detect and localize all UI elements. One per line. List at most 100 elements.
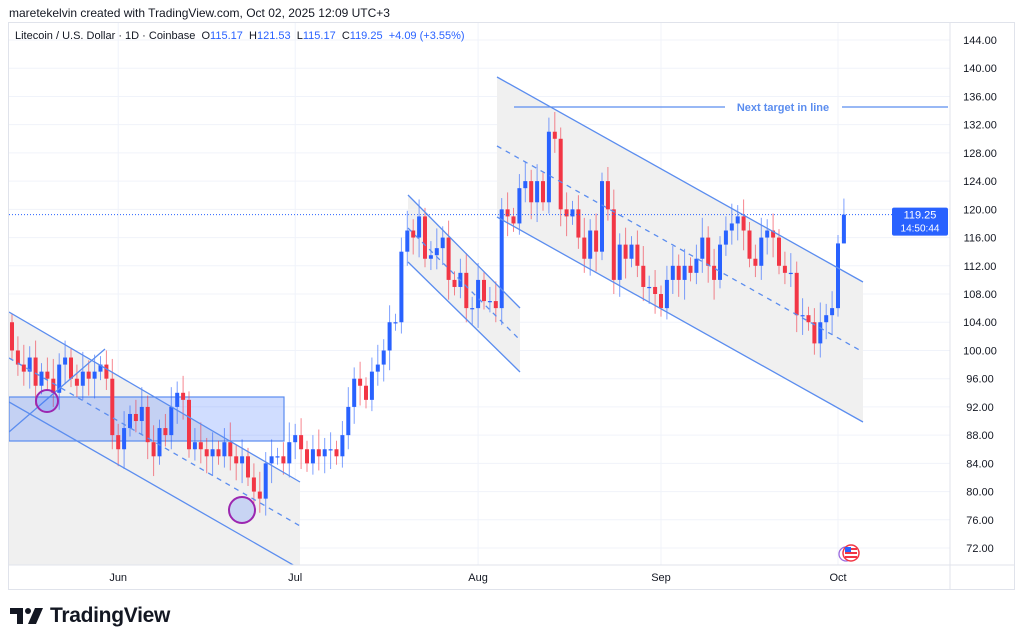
candle-up — [157, 428, 162, 457]
candle-up — [210, 449, 215, 457]
y-tick-label: 80.00 — [966, 487, 994, 499]
candle-down — [582, 237, 587, 259]
candle-down — [505, 209, 510, 217]
candle-up — [818, 322, 823, 344]
candle-down — [228, 442, 233, 457]
candle-up — [629, 244, 634, 259]
candle-up — [499, 209, 504, 309]
candle-up — [340, 435, 345, 457]
channel-mid-upper — [407, 194, 521, 309]
candle-down — [21, 364, 26, 372]
candle-down — [216, 449, 221, 457]
candle-down — [777, 237, 781, 266]
candle-down — [659, 294, 663, 309]
y-tick-label: 120.00 — [963, 204, 997, 216]
candle-up — [735, 216, 740, 224]
channel-mid-mid — [407, 227, 521, 341]
y-tick-label: 132.00 — [963, 120, 997, 132]
symbol-legend: Litecoin / U.S. Dollar · 1D · Coinbase O… — [15, 30, 465, 42]
candle-up — [759, 237, 764, 266]
candle-up — [718, 244, 722, 280]
us-flag-event-icon[interactable] — [838, 544, 860, 562]
channel-mid-lower — [407, 261, 521, 373]
candle-up — [139, 406, 144, 422]
candle-up — [122, 428, 127, 450]
candle-up — [617, 244, 622, 280]
candle-down — [411, 230, 416, 238]
candle-up — [729, 223, 734, 231]
candle-up — [192, 442, 197, 450]
candle-up — [487, 301, 492, 303]
candle-down — [452, 279, 457, 287]
y-tick-label: 92.00 — [966, 402, 994, 414]
badge-price: 119.25 — [904, 210, 937, 222]
candle-down — [151, 442, 156, 457]
last-price-badge: 119.25 14:50:44 — [892, 207, 948, 236]
candle-up — [546, 131, 551, 203]
badge-bg — [892, 207, 948, 236]
candle-down — [33, 357, 38, 386]
candle-down — [611, 209, 616, 280]
candle-up — [310, 449, 315, 464]
candle-up — [222, 442, 227, 457]
candle-up — [523, 181, 528, 189]
candle-up — [517, 188, 522, 224]
candle-down — [251, 477, 256, 492]
candle-up — [694, 258, 699, 273]
candle-down — [653, 286, 658, 295]
candle-down — [552, 131, 557, 139]
candle-down — [364, 385, 368, 400]
candle-up — [723, 230, 728, 245]
ascending-trendline — [9, 348, 106, 433]
y-tick-label: 76.00 — [966, 515, 994, 527]
candle-down — [576, 209, 581, 238]
candle-down — [706, 237, 711, 266]
candle-down — [558, 138, 563, 210]
candle-down — [316, 449, 321, 457]
candle-up — [275, 456, 280, 458]
candle-down — [794, 272, 799, 316]
candle-up — [263, 463, 268, 499]
y-tick-label: 116.00 — [964, 233, 997, 245]
candle-up — [647, 286, 652, 289]
candle-up — [128, 413, 132, 429]
y-tick-label: 136.00 — [963, 91, 997, 103]
high-value: 121.53 — [256, 30, 291, 42]
highlight-circle — [35, 389, 59, 413]
candle-up — [535, 181, 540, 203]
channel-left-mid — [9, 357, 301, 527]
tradingview-logo[interactable]: TradingView — [10, 604, 170, 628]
candle-up — [824, 315, 829, 323]
candle-up — [830, 308, 835, 316]
candle-up — [800, 315, 805, 317]
candle-down — [234, 456, 239, 464]
candle-down — [74, 378, 79, 386]
candle-down — [86, 371, 91, 379]
candle-up — [788, 272, 793, 275]
candle-down — [204, 449, 209, 457]
candle-down — [712, 265, 717, 280]
y-tick-label: 88.00 — [966, 430, 994, 442]
candle-down — [493, 301, 498, 309]
candle-down — [753, 258, 758, 266]
candle-up — [293, 435, 298, 443]
candle-down — [688, 265, 693, 273]
candle-up — [765, 230, 770, 238]
candle-down — [69, 357, 73, 379]
flag-stripe — [845, 552, 857, 554]
x-tick-label: Sep — [651, 572, 671, 584]
candle-up — [98, 364, 103, 372]
candle-up — [240, 456, 245, 464]
channel-left-upper — [9, 311, 301, 483]
candle-up — [841, 214, 846, 244]
symbol-title: Litecoin / U.S. Dollar · 1D · Coinbase — [15, 30, 196, 42]
candle-down — [198, 442, 203, 450]
candle-up — [352, 378, 357, 407]
candle-up — [670, 265, 675, 280]
channel-left-lower — [9, 401, 295, 565]
candle-up — [322, 449, 327, 457]
candle-down — [281, 456, 286, 464]
candle-up — [664, 279, 669, 309]
candle-down — [511, 216, 516, 224]
